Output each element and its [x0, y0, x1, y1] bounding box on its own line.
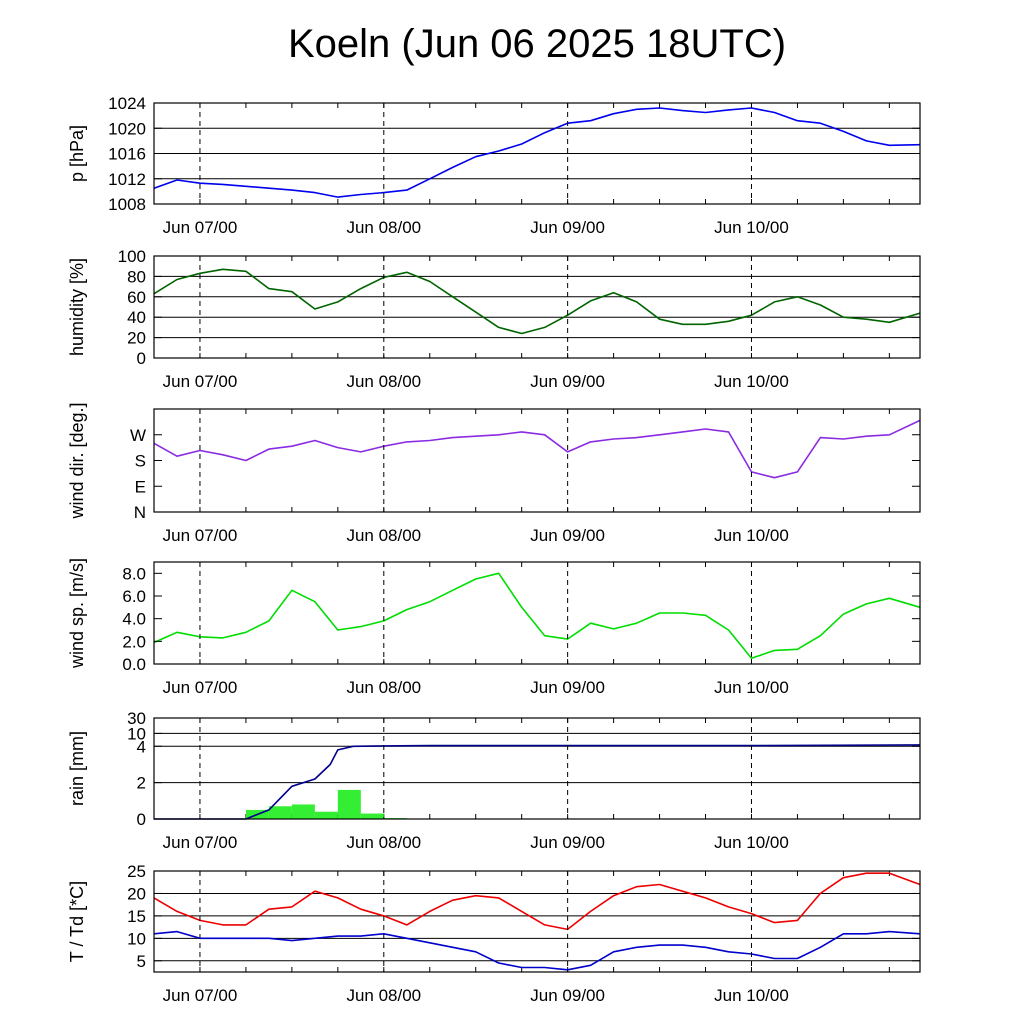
y-tick-label: 25	[127, 862, 146, 881]
x-tick-label: Jun 08/00	[346, 986, 421, 1005]
y-tick-label: 0	[137, 349, 146, 368]
y-axis-label: humidity [%]	[67, 258, 87, 356]
rain-bar	[314, 811, 338, 819]
y-axis-label: wind sp. [m/s]	[67, 558, 87, 669]
humidity-series-0	[153, 268, 921, 335]
x-tick-label: Jun 07/00	[163, 372, 238, 391]
x-tick-label: Jun 10/00	[714, 986, 789, 1005]
y-tick-label: W	[130, 426, 146, 445]
x-tick-label: Jun 09/00	[530, 986, 605, 1005]
y-tick-label: N	[134, 503, 146, 522]
rain-bar	[337, 789, 361, 819]
panel-frame	[153, 102, 921, 205]
temperature-series-1	[153, 930, 921, 971]
y-tick-label: 80	[127, 267, 146, 286]
panel-frame	[153, 870, 921, 973]
pressure-series-0	[153, 107, 921, 198]
x-tick-label: Jun 07/00	[163, 526, 238, 545]
y-tick-label: 1016	[108, 145, 146, 164]
y-tick-label: 4.0	[122, 610, 146, 629]
y-tick-label: 0.0	[122, 655, 146, 674]
y-tick-label: S	[135, 452, 146, 471]
pressure-panel: 1008 1012 1016 1020 1024 p [hPa] Jun 07/00 Jun …	[67, 94, 921, 237]
y-tick-label: 2.0	[122, 632, 146, 651]
x-tick-label: Jun 07/00	[163, 833, 238, 852]
x-tick-label: Jun 09/00	[530, 218, 605, 237]
page-title: Koeln (Jun 06 2025 18UTC)	[287, 22, 787, 66]
x-tick-label: Jun 07/00	[163, 218, 238, 237]
panel-frame	[153, 717, 921, 820]
x-tick-label: Jun 10/00	[714, 678, 789, 697]
y-axis-label: p [hPa]	[67, 125, 87, 182]
x-tick-label: Jun 10/00	[714, 526, 789, 545]
y-axis-label: T / Td [*C]	[67, 881, 87, 962]
x-tick-label: Jun 08/00	[346, 678, 421, 697]
y-tick-label: 15	[127, 907, 146, 926]
x-tick-label: Jun 10/00	[714, 218, 789, 237]
y-tick-label: 1012	[108, 170, 146, 189]
y-tick-label: 1020	[108, 119, 146, 138]
panel-frame	[153, 408, 921, 513]
panel-frame	[153, 561, 921, 665]
x-tick-label: Jun 08/00	[346, 372, 421, 391]
y-tick-label: 10	[127, 724, 146, 743]
x-tick-label: Jun 10/00	[714, 833, 789, 852]
rain-bar	[360, 813, 384, 819]
panel-frame	[153, 255, 921, 359]
y-tick-label: 20	[127, 329, 146, 348]
y-tick-label: 8.0	[122, 564, 146, 583]
y-tick-label: 5	[137, 952, 146, 971]
x-tick-label: Jun 09/00	[530, 372, 605, 391]
y-tick-label: 6.0	[122, 587, 146, 606]
y-tick-label: 20	[127, 884, 146, 903]
y-axis-label: rain [mm]	[67, 731, 87, 806]
x-tick-label: Jun 07/00	[163, 678, 238, 697]
rain-bar	[268, 806, 292, 819]
y-tick-label: 2	[137, 774, 146, 793]
y-tick-label: 4	[137, 737, 146, 756]
x-tick-label: Jun 08/00	[346, 526, 421, 545]
y-tick-label: 100	[118, 247, 146, 266]
y-tick-label: 40	[127, 308, 146, 327]
y-tick-label: 30	[127, 709, 146, 728]
x-tick-label: Jun 08/00	[346, 833, 421, 852]
wind-speed-series-0	[153, 572, 921, 660]
temperature-series-0	[153, 872, 921, 931]
x-tick-label: Jun 09/00	[530, 526, 605, 545]
temperature-panel: 5 10 15 20 25 T / Td [*C] Jun 07/00 Jun 08/00 Ju…	[67, 862, 921, 1005]
x-tick-label: Jun 09/00	[530, 833, 605, 852]
y-axis-label: wind dir. [deg.]	[67, 402, 87, 519]
y-tick-label: 10	[127, 929, 146, 948]
x-tick-label: Jun 07/00	[163, 986, 238, 1005]
wind-speed-panel: 0.0 2.0 4.0 6.0 8.0 wind sp. [m/s] Jun 07/00 Ju…	[67, 558, 921, 697]
y-tick-label: E	[135, 477, 146, 496]
y-tick-label: 1008	[108, 195, 146, 214]
x-tick-label: Jun 10/00	[714, 372, 789, 391]
x-tick-label: Jun 09/00	[530, 678, 605, 697]
rain-bar	[291, 804, 315, 819]
y-tick-label: 1024	[108, 94, 146, 113]
y-tick-label: 0	[137, 810, 146, 829]
y-tick-label: 60	[127, 288, 146, 307]
x-tick-label: Jun 08/00	[346, 218, 421, 237]
wind-direction-series-0	[153, 419, 921, 479]
